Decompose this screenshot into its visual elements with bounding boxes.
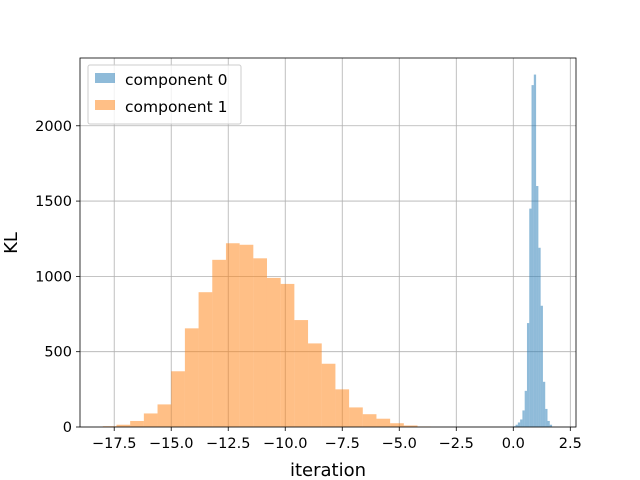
legend-swatch-component-0: [95, 73, 115, 83]
legend-swatch-component-1: [95, 100, 115, 110]
y-tick-label: 1500: [35, 194, 72, 210]
x-axis-label: iteration: [290, 460, 366, 480]
histogram-bar-component-1: [225, 243, 240, 427]
x-tick-label: −17.5: [92, 436, 136, 452]
histogram-bar-component-1: [253, 258, 267, 427]
histogram-bar-component-1: [294, 320, 309, 427]
histogram-bar-component-1: [116, 424, 131, 427]
histogram-bar-component-0: [524, 390, 527, 427]
histogram-bar-component-0: [517, 422, 521, 427]
x-tick-label: 0.0: [502, 436, 525, 452]
histogram-bar-component-1: [335, 389, 350, 427]
legend: component 0 component 1: [87, 64, 242, 125]
histogram-bar-component-0: [531, 85, 534, 428]
histogram-bar-component-1: [403, 425, 418, 427]
x-tick-label: −7.5: [325, 436, 360, 452]
x-tick-label: −10.0: [263, 436, 307, 452]
histogram-bar-component-0: [542, 381, 546, 427]
histogram-bar-component-0: [547, 420, 550, 427]
histogram-bar-component-1: [349, 407, 363, 427]
x-tick-label: −15.0: [149, 436, 193, 452]
histogram-bar-component-0: [545, 408, 548, 427]
y-tick-label: 1000: [35, 269, 72, 285]
histogram-bar-component-1: [130, 420, 144, 427]
legend-box: [87, 64, 242, 125]
y-tick-label: 2000: [35, 119, 72, 135]
histogram-bar-component-1: [239, 244, 254, 427]
x-tick-label: −12.5: [206, 436, 250, 452]
histogram-bar-component-0: [549, 424, 553, 427]
histogram-bar-component-0: [540, 305, 543, 427]
histogram-bar-component-0: [520, 419, 523, 427]
histogram-bar-component-0: [522, 410, 525, 427]
histogram-bar-component-1: [266, 277, 281, 427]
histogram-bar-component-1: [198, 292, 213, 427]
histogram-bar-component-1: [321, 363, 336, 427]
histogram-bar-component-1: [171, 371, 185, 427]
histogram-bar-component-0: [538, 247, 541, 427]
x-tick-label: −2.5: [439, 436, 474, 452]
histogram-bar-component-0: [536, 186, 539, 427]
histogram-bar-component-1: [376, 418, 391, 427]
x-tick-label: −5.0: [382, 436, 417, 452]
histogram-bar-component-1: [157, 404, 172, 427]
legend-label-component-1: component 1: [125, 98, 227, 116]
histogram-bar-component-1: [184, 328, 199, 427]
axes: −17.5 −15.0 −12.5 −10.0 −7.5 −5.0 −2.5 0.0 2.5 0 5…: [35, 119, 582, 452]
histogram-bar-component-0: [533, 74, 537, 427]
y-tick-label: 500: [44, 345, 72, 361]
legend-label-component-0: component 0: [125, 71, 227, 89]
x-tick-label: 2.5: [559, 436, 582, 452]
histogram-bar-component-1: [362, 414, 377, 427]
histogram-bar-component-1: [143, 413, 158, 427]
histogram-bar-component-0: [515, 424, 518, 427]
histogram-bar-component-1: [390, 423, 404, 427]
histogram-bar-component-0: [526, 323, 530, 427]
y-tick-label: 0: [63, 420, 72, 436]
plot-frame: [79, 57, 577, 428]
y-axis-label: KL: [1, 232, 22, 254]
histogram-bar-component-1: [212, 259, 226, 427]
histogram-bar-component-0: [529, 208, 532, 427]
histogram-bar-component-1: [280, 283, 295, 427]
histogram-bar-component-1: [308, 343, 322, 427]
